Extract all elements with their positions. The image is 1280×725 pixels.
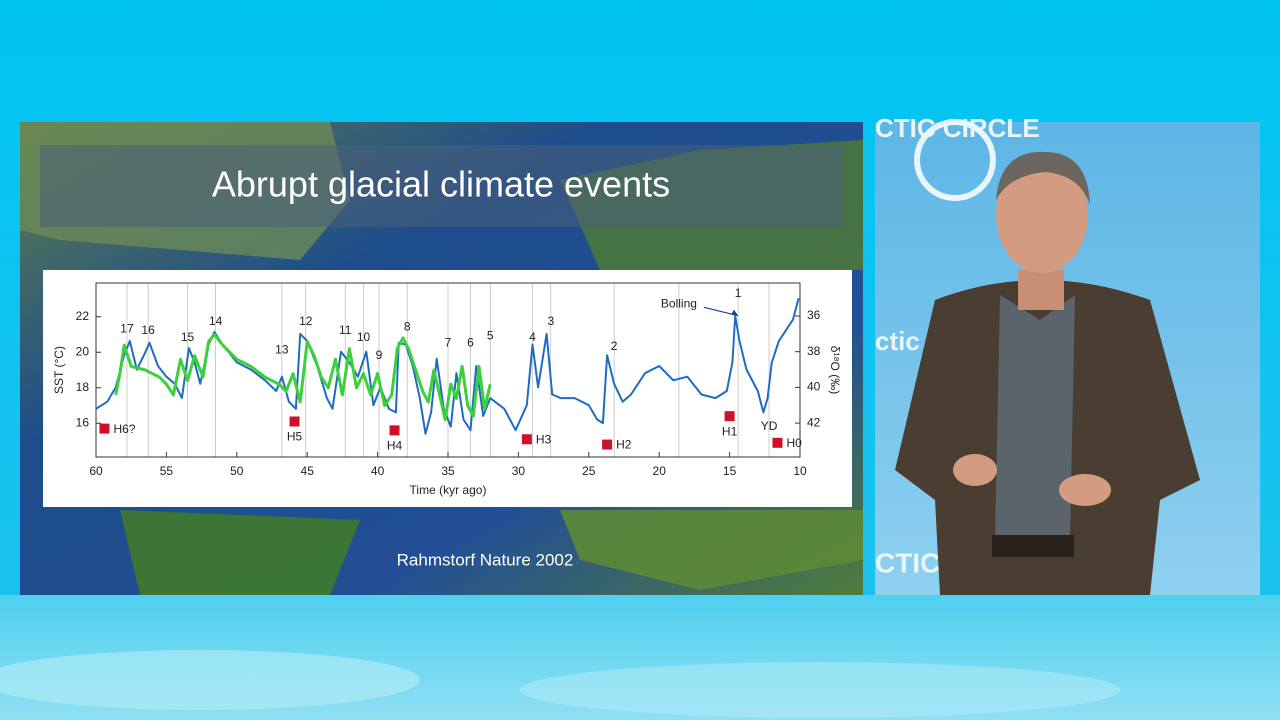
annotation: 9 xyxy=(376,348,383,362)
annotation: 5 xyxy=(487,328,494,342)
y-tick-label: 20 xyxy=(76,344,90,358)
annotation: 7 xyxy=(445,336,452,350)
event-label: H4 xyxy=(387,439,403,453)
annotation: 8 xyxy=(404,320,411,334)
y2-tick-label: 42 xyxy=(807,415,821,429)
event-label: H6? xyxy=(113,422,135,436)
annotation: 12 xyxy=(299,314,313,328)
annotation: 13 xyxy=(275,343,289,357)
x-tick-label: 50 xyxy=(230,464,244,478)
event-label: H1 xyxy=(722,424,738,438)
y-axis-title: SST (°C) xyxy=(52,346,66,394)
annotation: 16 xyxy=(141,323,155,337)
backdrop-text: ctic xyxy=(875,326,920,356)
map-land xyxy=(560,510,863,590)
event-label: H3 xyxy=(536,432,552,446)
slide-caption: Rahmstorf Nature 2002 xyxy=(397,550,574,569)
x-tick-label: 60 xyxy=(89,464,103,478)
x-tick-label: 15 xyxy=(723,464,737,478)
logo xyxy=(914,119,996,201)
ice-floe xyxy=(520,662,1120,718)
x-axis-title: Time (kyr ago) xyxy=(410,483,487,497)
belt xyxy=(992,535,1074,557)
x-tick-label: 40 xyxy=(371,464,385,478)
annotation: 2 xyxy=(611,339,618,353)
x-tick-label: 30 xyxy=(512,464,526,478)
y2-axis-title: δ¹⁸O (‰) xyxy=(828,346,842,394)
x-tick-label: 45 xyxy=(301,464,315,478)
annotation: 3 xyxy=(547,314,554,328)
x-tick-label: 55 xyxy=(160,464,174,478)
ice-floe xyxy=(0,650,420,710)
heinrich-event xyxy=(521,434,532,445)
slide-title: Abrupt glacial climate events xyxy=(212,164,670,205)
annotation: 14 xyxy=(209,314,223,328)
heinrich-event xyxy=(772,437,783,448)
face xyxy=(996,157,1088,273)
annotation: 6 xyxy=(467,336,474,350)
backdrop-text: CTIC xyxy=(875,547,940,578)
y2-tick-label: 36 xyxy=(807,308,821,322)
neck xyxy=(1018,270,1064,310)
event-label: H5 xyxy=(287,430,303,444)
backdrop-text: CTIC CIRCLE xyxy=(875,113,1040,143)
hand xyxy=(1059,474,1111,506)
heinrich-event xyxy=(724,411,735,422)
event-label: H0 xyxy=(786,436,802,450)
annotation: 4 xyxy=(529,330,536,344)
map-land xyxy=(120,510,360,595)
annotation: 1 xyxy=(735,286,742,300)
x-tick-label: 25 xyxy=(582,464,596,478)
title-bar xyxy=(40,145,843,227)
hair xyxy=(996,151,1090,205)
annotation: YD xyxy=(761,419,778,433)
heinrich-event xyxy=(389,425,400,436)
annotation: 17 xyxy=(120,321,134,335)
x-tick-label: 10 xyxy=(793,464,807,478)
shirt xyxy=(995,295,1075,540)
hand xyxy=(953,454,997,486)
y2-tick-label: 40 xyxy=(807,380,821,394)
x-tick-label: 20 xyxy=(653,464,667,478)
arrow-head xyxy=(731,309,739,316)
series-line xyxy=(114,333,492,422)
heinrich-event xyxy=(99,423,110,434)
x-tick-label: 35 xyxy=(441,464,455,478)
annotation: 11 xyxy=(339,323,352,337)
annotation: Bolling xyxy=(661,296,697,310)
heinrich-event xyxy=(289,416,300,427)
y-tick-label: 16 xyxy=(76,415,90,429)
y-tick-label: 18 xyxy=(76,380,90,394)
y2-tick-label: 38 xyxy=(807,344,821,358)
annotation: 10 xyxy=(357,330,371,344)
heinrich-event xyxy=(602,439,613,450)
event-label: H2 xyxy=(616,438,632,452)
y-tick-label: 22 xyxy=(76,309,90,323)
annotation: 15 xyxy=(181,330,195,344)
